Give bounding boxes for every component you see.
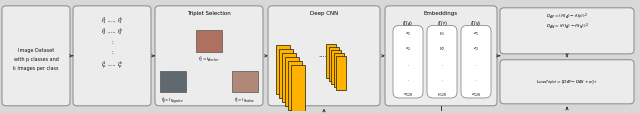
FancyBboxPatch shape <box>288 61 302 110</box>
Text: $y_1$: $y_1$ <box>439 30 445 38</box>
Text: $I_2^1$ ..... $I_2^k$: $I_2^1$ ..... $I_2^k$ <box>101 26 123 36</box>
Text: $Loss_{Triplet} = [D_{AP} - D_{AN} + \alpha]_+$: $Loss_{Triplet} = [D_{AP} - D_{AN} + \al… <box>536 78 598 86</box>
Text: $f(I_A)$: $f(I_A)$ <box>403 19 413 28</box>
Text: $y_{128}$: $y_{128}$ <box>437 90 447 98</box>
Text: $f(I_P)$: $f(I_P)$ <box>436 19 447 28</box>
Text: $y_2$: $y_2$ <box>439 45 445 53</box>
Text: $D_{AN} = (f(I_A) - f(I_N))^2$: $D_{AN} = (f(I_A) - f(I_N))^2$ <box>546 21 588 31</box>
Text: .: . <box>442 62 443 66</box>
FancyBboxPatch shape <box>276 46 290 94</box>
Text: ....: .... <box>319 51 328 57</box>
Text: Image Dataset: Image Dataset <box>18 48 54 53</box>
Text: with p classes and: with p classes and <box>13 57 58 62</box>
FancyBboxPatch shape <box>232 71 258 92</box>
Text: $I_1^1 = I_{Anchor}$: $I_1^1 = I_{Anchor}$ <box>198 54 220 65</box>
FancyBboxPatch shape <box>385 7 497 106</box>
Text: :: : <box>111 50 113 55</box>
Text: $x_1$: $x_1$ <box>405 30 411 38</box>
Text: $D_{AP} = (f(I_A) - f(I_P))^2$: $D_{AP} = (f(I_A) - f(I_P))^2$ <box>546 11 588 20</box>
FancyBboxPatch shape <box>328 48 339 82</box>
FancyBboxPatch shape <box>393 26 423 98</box>
FancyBboxPatch shape <box>291 65 305 113</box>
FancyBboxPatch shape <box>282 53 296 102</box>
FancyBboxPatch shape <box>268 7 380 106</box>
FancyBboxPatch shape <box>160 71 186 92</box>
FancyBboxPatch shape <box>2 7 70 106</box>
FancyBboxPatch shape <box>427 26 457 98</box>
Text: .: . <box>407 77 409 81</box>
FancyBboxPatch shape <box>196 31 222 52</box>
Text: k images per class: k images per class <box>13 66 59 71</box>
Text: $f(I_N)$: $f(I_N)$ <box>470 19 482 28</box>
FancyBboxPatch shape <box>279 49 293 98</box>
FancyBboxPatch shape <box>285 57 299 106</box>
Text: Deep CNN: Deep CNN <box>310 11 338 16</box>
Text: $I_1^k = I_{Positive}$: $I_1^k = I_{Positive}$ <box>234 94 256 105</box>
Text: $x_{128}$: $x_{128}$ <box>403 91 413 98</box>
Text: $z_{128}$: $z_{128}$ <box>471 91 481 98</box>
FancyBboxPatch shape <box>461 26 491 98</box>
FancyBboxPatch shape <box>333 53 344 87</box>
FancyBboxPatch shape <box>331 51 341 85</box>
FancyBboxPatch shape <box>500 9 634 54</box>
Text: $x_2$: $x_2$ <box>405 45 411 53</box>
Text: :: : <box>111 39 113 44</box>
Text: Embeddings: Embeddings <box>424 11 458 16</box>
FancyBboxPatch shape <box>336 56 346 90</box>
FancyBboxPatch shape <box>500 60 634 104</box>
FancyBboxPatch shape <box>155 7 263 106</box>
Text: $z_1$: $z_1$ <box>473 30 479 38</box>
Text: .: . <box>476 77 477 81</box>
Text: .: . <box>407 62 409 66</box>
Text: .: . <box>476 62 477 66</box>
FancyBboxPatch shape <box>326 45 336 79</box>
Text: $z_2$: $z_2$ <box>473 45 479 53</box>
Text: $I_1^1$ ..... $I_1^k$: $I_1^1$ ..... $I_1^k$ <box>101 15 123 26</box>
Text: Triplet Selection: Triplet Selection <box>187 11 231 16</box>
Text: .: . <box>442 77 443 81</box>
Text: $I_p^k = I_{Negative}$: $I_p^k = I_{Negative}$ <box>161 94 184 106</box>
Text: $I_p^1$ ..... $I_p^k$: $I_p^1$ ..... $I_p^k$ <box>101 59 123 71</box>
FancyBboxPatch shape <box>73 7 151 106</box>
